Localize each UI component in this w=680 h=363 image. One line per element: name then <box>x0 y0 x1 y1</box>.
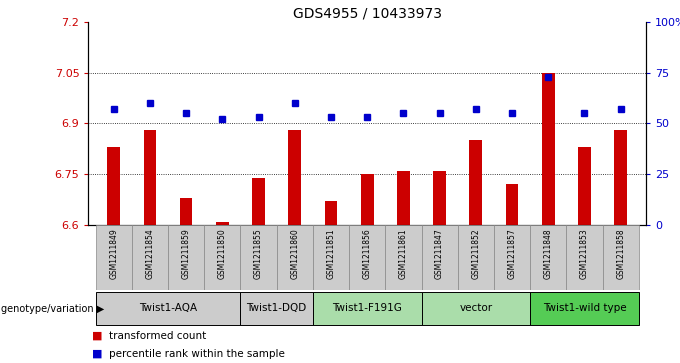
Bar <box>386 225 422 290</box>
Bar <box>96 292 241 325</box>
Text: GSM1211856: GSM1211856 <box>362 228 372 279</box>
Text: GSM1211858: GSM1211858 <box>616 228 625 279</box>
Bar <box>530 225 566 290</box>
Bar <box>241 225 277 290</box>
Bar <box>288 130 301 225</box>
Text: percentile rank within the sample: percentile rank within the sample <box>109 349 285 359</box>
Text: Twist1-AQA: Twist1-AQA <box>139 303 197 313</box>
Bar <box>241 292 313 325</box>
Text: vector: vector <box>459 303 492 313</box>
Bar <box>422 225 458 290</box>
Text: ■: ■ <box>92 331 102 341</box>
Bar <box>180 198 192 225</box>
Text: ■: ■ <box>92 349 102 359</box>
Bar <box>494 225 530 290</box>
Bar <box>349 225 386 290</box>
Bar <box>216 222 228 225</box>
Bar <box>469 140 482 225</box>
Text: GSM1211860: GSM1211860 <box>290 228 299 279</box>
Text: GSM1211852: GSM1211852 <box>471 228 480 279</box>
Bar <box>204 225 241 290</box>
Bar <box>578 147 591 225</box>
Bar <box>313 225 349 290</box>
Bar <box>433 171 446 225</box>
Bar <box>614 130 627 225</box>
Bar <box>458 225 494 290</box>
Bar <box>530 292 639 325</box>
Text: transformed count: transformed count <box>109 331 206 341</box>
Title: GDS4955 / 10433973: GDS4955 / 10433973 <box>292 7 442 21</box>
Text: GSM1211849: GSM1211849 <box>109 228 118 279</box>
Text: genotype/variation ▶: genotype/variation ▶ <box>1 303 104 314</box>
Text: GSM1211848: GSM1211848 <box>544 228 553 279</box>
Text: GSM1211855: GSM1211855 <box>254 228 263 279</box>
Text: GSM1211853: GSM1211853 <box>580 228 589 279</box>
Bar <box>313 292 422 325</box>
Bar <box>132 225 168 290</box>
Text: GSM1211859: GSM1211859 <box>182 228 190 279</box>
Bar <box>252 178 265 225</box>
Bar <box>361 174 373 225</box>
Bar <box>107 147 120 225</box>
Bar <box>542 73 555 225</box>
Text: GSM1211851: GSM1211851 <box>326 228 335 279</box>
Bar <box>506 184 518 225</box>
Bar <box>602 225 639 290</box>
Bar <box>277 225 313 290</box>
Bar <box>566 225 602 290</box>
Text: Twist1-DQD: Twist1-DQD <box>247 303 307 313</box>
Bar <box>324 201 337 225</box>
Bar <box>422 292 530 325</box>
Text: GSM1211847: GSM1211847 <box>435 228 444 279</box>
Text: GSM1211857: GSM1211857 <box>507 228 517 279</box>
Bar <box>168 225 204 290</box>
Bar <box>96 225 132 290</box>
Text: GSM1211850: GSM1211850 <box>218 228 227 279</box>
Text: GSM1211854: GSM1211854 <box>146 228 154 279</box>
Text: GSM1211861: GSM1211861 <box>399 228 408 279</box>
Bar <box>397 171 410 225</box>
Bar <box>143 130 156 225</box>
Text: Twist1-wild type: Twist1-wild type <box>543 303 626 313</box>
Text: Twist1-F191G: Twist1-F191G <box>333 303 402 313</box>
